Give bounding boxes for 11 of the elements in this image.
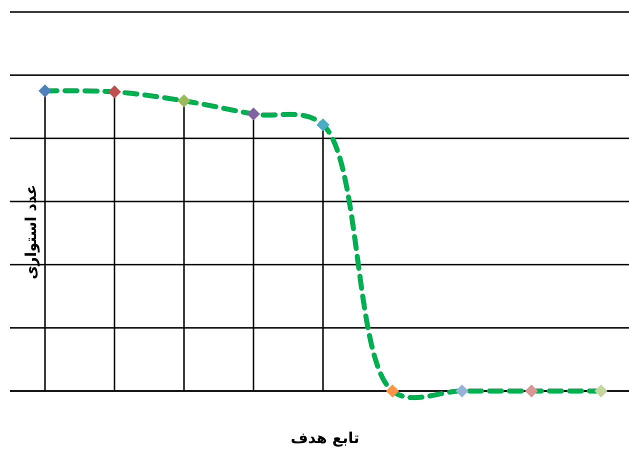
- point: [456, 384, 468, 398]
- point: [247, 108, 260, 121]
- point: [525, 384, 538, 398]
- point: [108, 85, 121, 98]
- point: [38, 84, 52, 98]
- point: [316, 118, 330, 132]
- point: [594, 384, 608, 398]
- point: [386, 384, 399, 398]
- y-axis-title: عدد استواری: [22, 184, 40, 280]
- x-axis-title: تابع هدف: [290, 429, 360, 447]
- point: [178, 94, 190, 108]
